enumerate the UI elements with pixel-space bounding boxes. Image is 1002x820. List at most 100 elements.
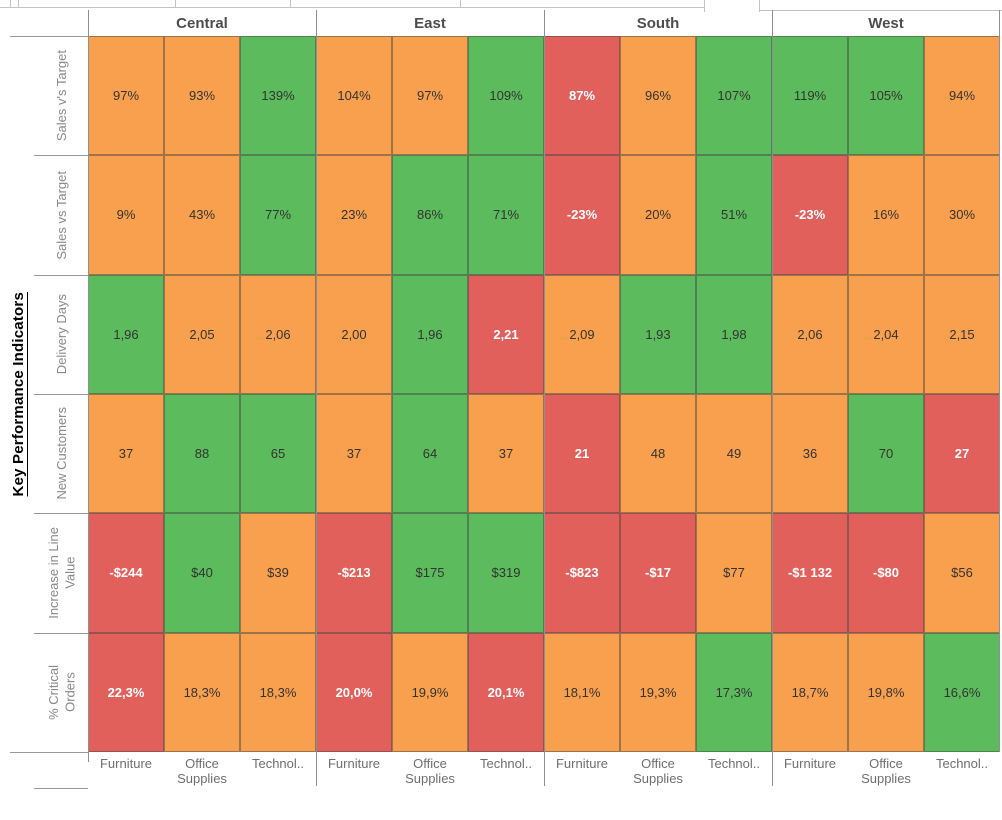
heatmap-cell[interactable]: $40 [164, 513, 240, 633]
heatmap-cell[interactable]: 77% [240, 155, 316, 275]
category-label[interactable]: Furniture [555, 756, 609, 771]
heatmap-cell[interactable]: 37 [468, 394, 544, 514]
heatmap-cell[interactable]: 19,3% [620, 632, 696, 752]
heatmap-cell[interactable]: 109% [468, 36, 544, 156]
heatmap-cell[interactable]: $319 [468, 513, 544, 633]
region-divider [772, 10, 773, 786]
heatmap-cell[interactable]: 1,96 [392, 274, 468, 394]
heatmap-cell[interactable]: 2,15 [924, 274, 1000, 394]
kpi-row-label[interactable]: Sales v's Target [36, 36, 88, 155]
heatmap-cell[interactable]: -$213 [316, 513, 392, 633]
region-header-south[interactable]: South [636, 14, 680, 32]
heatmap-cell[interactable]: -$17 [620, 513, 696, 633]
heatmap-cell[interactable]: 19,8% [848, 632, 924, 752]
heatmap-cell[interactable]: 19,9% [392, 632, 468, 752]
heatmap-cell[interactable]: 96% [620, 36, 696, 156]
heatmap-cell[interactable]: 22,3% [88, 632, 164, 752]
heatmap-cell[interactable]: 107% [696, 36, 772, 156]
kpi-row-label[interactable]: Increase in Line Value [36, 513, 88, 632]
heatmap-cell[interactable]: 88 [164, 394, 240, 514]
heatmap-cell[interactable]: 18,3% [164, 632, 240, 752]
heatmap-cell[interactable]: -$823 [544, 513, 620, 633]
heatmap-cell[interactable]: -$1 132 [772, 513, 848, 633]
heatmap-cell[interactable]: 86% [392, 155, 468, 275]
heatmap-cell[interactable]: 20,0% [316, 632, 392, 752]
category-label[interactable]: Technol.. [479, 756, 533, 771]
heatmap-cell[interactable]: 2,06 [772, 274, 848, 394]
heatmap-cell[interactable]: 1,93 [620, 274, 696, 394]
heatmap-cell[interactable]: -23% [544, 155, 620, 275]
heatmap-cell[interactable]: 43% [164, 155, 240, 275]
heatmap-cell[interactable]: 2,00 [316, 274, 392, 394]
heatmap-cell[interactable]: 18,1% [544, 632, 620, 752]
heatmap-cell[interactable]: 94% [924, 36, 1000, 156]
region-header-west[interactable]: West [868, 14, 904, 32]
heatmap-cell[interactable]: 119% [772, 36, 848, 156]
category-label[interactable]: Furniture [327, 756, 381, 771]
heatmap-cell[interactable]: 2,04 [848, 274, 924, 394]
heatmap-cell[interactable]: 93% [164, 36, 240, 156]
category-label[interactable]: Furniture [783, 756, 837, 771]
heatmap-cell[interactable]: 71% [468, 155, 544, 275]
heatmap-cell[interactable]: $39 [240, 513, 316, 633]
heatmap-cell[interactable]: 1,98 [696, 274, 772, 394]
heatmap-cell[interactable]: 18,3% [240, 632, 316, 752]
heatmap-cell[interactable]: 16% [848, 155, 924, 275]
heatmap-cell[interactable]: 49 [696, 394, 772, 514]
heatmap-cell[interactable]: -$244 [88, 513, 164, 633]
heatmap-cell[interactable]: 2,05 [164, 274, 240, 394]
category-label[interactable]: Office Supplies [861, 756, 911, 786]
category-label[interactable]: Technol.. [251, 756, 305, 771]
heatmap-cell[interactable]: 105% [848, 36, 924, 156]
heatmap-cell[interactable]: 48 [620, 394, 696, 514]
heatmap-cell[interactable]: 51% [696, 155, 772, 275]
heatmap-cell[interactable]: 97% [392, 36, 468, 156]
category-label[interactable]: Office Supplies [177, 756, 227, 786]
heatmap-cell[interactable]: -23% [772, 155, 848, 275]
heatmap-cell[interactable]: 139% [240, 36, 316, 156]
heatmap-cell[interactable]: 16,6% [924, 632, 1000, 752]
category-label[interactable]: Office Supplies [405, 756, 455, 786]
region-header-east[interactable]: East [414, 14, 446, 32]
heatmap-cell[interactable]: 20% [620, 155, 696, 275]
row-divider-tick [34, 633, 88, 634]
heatmap-cell[interactable]: 65 [240, 394, 316, 514]
heatmap-cell[interactable]: 2,21 [468, 274, 544, 394]
row-divider-tick [34, 155, 88, 156]
kpi-row-label[interactable]: Delivery Days [36, 275, 88, 394]
heatmap-cell[interactable]: 64 [392, 394, 468, 514]
heatmap-cell[interactable]: 1,96 [88, 274, 164, 394]
heatmap-cell[interactable]: 20,1% [468, 632, 544, 752]
heatmap-cell[interactable]: 37 [88, 394, 164, 514]
kpi-row-label[interactable]: New Customers [36, 394, 88, 513]
heatmap-cell[interactable]: 18,7% [772, 632, 848, 752]
region-divider [316, 10, 317, 786]
heatmap-cell[interactable]: 23% [316, 155, 392, 275]
heatmap-cell[interactable]: 97% [88, 36, 164, 156]
category-label[interactable]: Furniture [99, 756, 153, 771]
heatmap-cell[interactable]: 21 [544, 394, 620, 514]
heatmap-cell[interactable]: 27 [924, 394, 1000, 514]
heatmap-cell[interactable]: -$80 [848, 513, 924, 633]
kpi-row-label-text: % Critical Orders [45, 664, 77, 720]
axis-border-line [88, 10, 89, 762]
heatmap-cell[interactable]: $175 [392, 513, 468, 633]
heatmap-cell[interactable]: $77 [696, 513, 772, 633]
category-label[interactable]: Technol.. [935, 756, 989, 771]
heatmap-cell[interactable]: 2,06 [240, 274, 316, 394]
heatmap-cell[interactable]: 30% [924, 155, 1000, 275]
kpi-row-label[interactable]: % Critical Orders [36, 633, 88, 752]
heatmap-cell[interactable]: 104% [316, 36, 392, 156]
heatmap-cell[interactable]: 17,3% [696, 632, 772, 752]
region-header-central[interactable]: Central [176, 14, 228, 32]
kpi-row-label[interactable]: Sales vs Target [36, 155, 88, 274]
heatmap-cell[interactable]: $56 [924, 513, 1000, 633]
heatmap-cell[interactable]: 2,09 [544, 274, 620, 394]
heatmap-cell[interactable]: 37 [316, 394, 392, 514]
category-label[interactable]: Technol.. [707, 756, 761, 771]
heatmap-cell[interactable]: 9% [88, 155, 164, 275]
heatmap-cell[interactable]: 70 [848, 394, 924, 514]
category-label[interactable]: Office Supplies [633, 756, 683, 786]
heatmap-cell[interactable]: 36 [772, 394, 848, 514]
heatmap-cell[interactable]: 87% [544, 36, 620, 156]
